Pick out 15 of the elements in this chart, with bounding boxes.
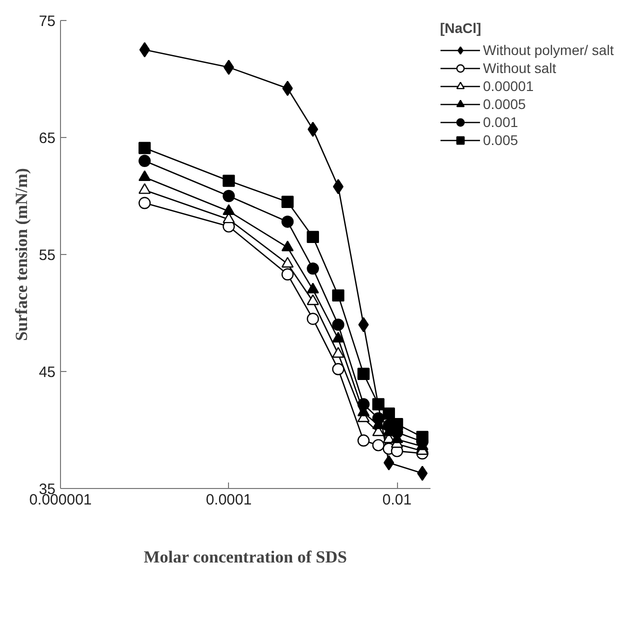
legend-label: 0.001 — [483, 113, 518, 131]
y-tick-label: 55 — [38, 247, 56, 264]
legend-label: Without salt — [483, 59, 556, 77]
legend-label: Without polymer/ salt — [483, 41, 614, 59]
legend-label: 0.005 — [483, 131, 518, 149]
legend-title: [NaCl] — [440, 20, 482, 36]
x-axis-title: Molar concentration of SDS — [144, 548, 347, 566]
x-tick-label: 0.0001 — [206, 492, 252, 508]
legend-label: 0.00001 — [483, 77, 534, 95]
legend-label: 0.0005 — [483, 95, 526, 113]
y-tick-label: 45 — [38, 364, 56, 381]
y-tick-label: 65 — [38, 130, 56, 147]
y-axis-title: Surface tension (mN/m) — [12, 168, 31, 341]
x-tick-label: 0.01 — [382, 492, 412, 508]
y-tick-label: 75 — [38, 13, 56, 30]
